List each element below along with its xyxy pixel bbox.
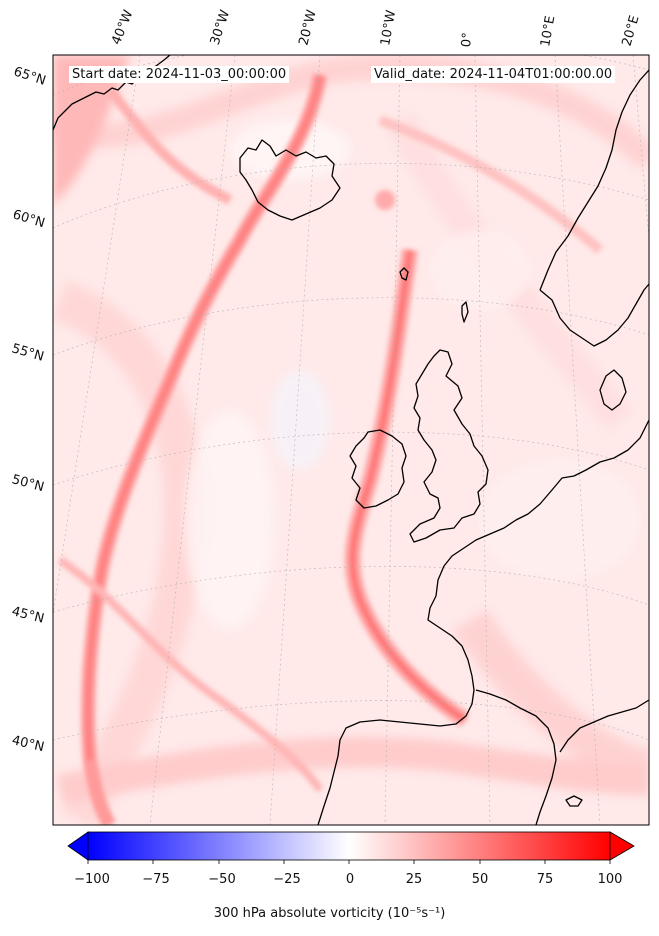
start-date-label: Start date: 2024-11-03_00:00:00 [69, 66, 290, 83]
map-frame [52, 54, 650, 826]
colorbar-tick-label: −75 [142, 872, 170, 887]
graticule [53, 55, 649, 825]
ireland-coast [349, 429, 407, 509]
great-britain-coast [409, 349, 489, 543]
colorbar-tick-label: 0 [345, 872, 355, 887]
colorbar-high-extend [609, 831, 635, 861]
mallorca-coast [565, 795, 583, 807]
colorbar-low-extend [67, 831, 89, 861]
colorbar-body [87, 831, 611, 861]
colorbar [67, 831, 635, 864]
colorbar-tick-label: −50 [208, 872, 236, 887]
coastlines [53, 55, 649, 825]
colorbar-title: 300 hPa absolute vorticity (10⁻⁵s⁻¹) [213, 906, 446, 921]
vorticity-field [53, 55, 649, 825]
colorbar-tick-label: 75 [536, 872, 554, 887]
colorbar-tick-label: 25 [405, 872, 423, 887]
denmark-coast [599, 369, 627, 411]
continent-coast [317, 419, 649, 825]
colorbar-tick-label: 100 [597, 872, 623, 887]
colorbar-tick-label: 50 [471, 872, 489, 887]
colorbar-tick-label: −25 [273, 872, 301, 887]
iberia-med-coast [475, 689, 557, 825]
colorbar-ticks [87, 860, 611, 864]
iceland-coast [239, 139, 341, 221]
shetland-coast [461, 301, 469, 323]
colorbar-tick-label: −100 [74, 872, 110, 887]
france-med-coast [559, 699, 649, 753]
faroe-coast [399, 267, 409, 281]
norway-sweden-coast [539, 69, 649, 347]
valid-date-label: Valid_date: 2024-11-04T01:00:00.00 [371, 66, 616, 83]
